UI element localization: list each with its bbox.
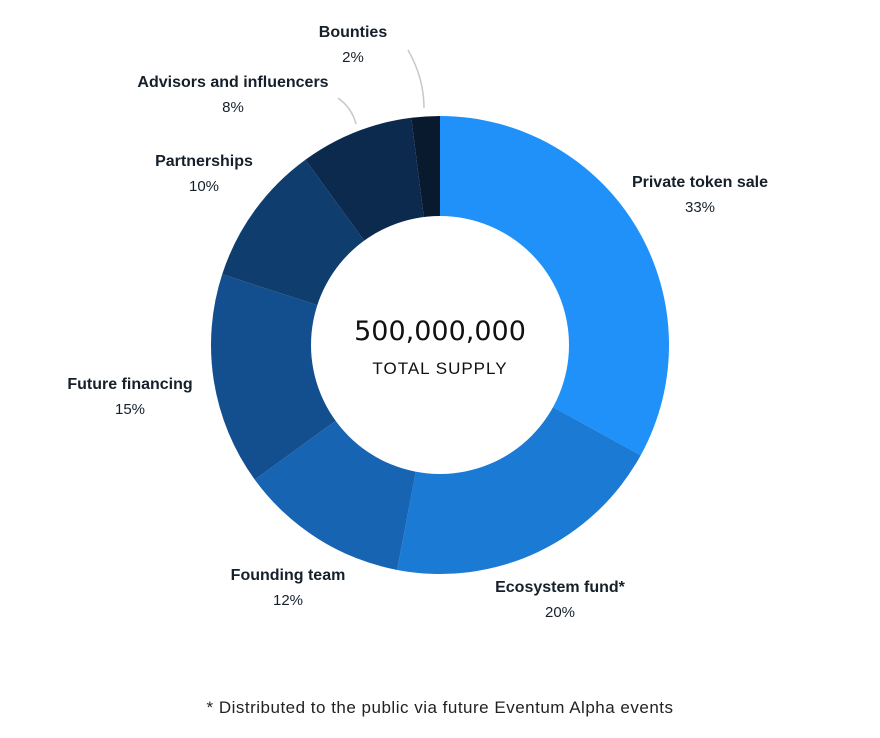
slice-label: Founding team: [231, 567, 346, 584]
slice-label: Partnerships: [155, 153, 253, 170]
slice-percent: 10%: [189, 178, 219, 195]
slice-label: Ecosystem fund*: [495, 579, 626, 596]
slice-percent: 33%: [685, 199, 715, 216]
slice-label: Private token sale: [632, 174, 768, 191]
slice-percent: 15%: [115, 401, 145, 418]
footnote: * Distributed to the public via future E…: [206, 698, 674, 717]
total-supply-label: TOTAL SUPPLY: [372, 359, 507, 378]
donut-chart: Private token sale 33% Ecosystem fund* 20% F…: [67, 24, 768, 621]
slice-label: Bounties: [319, 24, 388, 41]
total-supply-value: 500,000,000: [354, 316, 526, 347]
leader-line: [407, 49, 425, 109]
slice-label: Future financing: [67, 376, 192, 393]
leader-lines: [337, 49, 425, 125]
slice-percent: 2%: [342, 49, 364, 66]
donut-hole: [311, 216, 569, 474]
slice-label: Advisors and influencers: [137, 74, 328, 91]
leader-line: [337, 97, 357, 125]
slice-percent: 12%: [273, 592, 303, 609]
slice-percent: 8%: [222, 99, 244, 116]
slice-percent: 20%: [545, 604, 575, 621]
slice-labels: Private token sale 33% Ecosystem fund* 20% F…: [67, 24, 768, 621]
